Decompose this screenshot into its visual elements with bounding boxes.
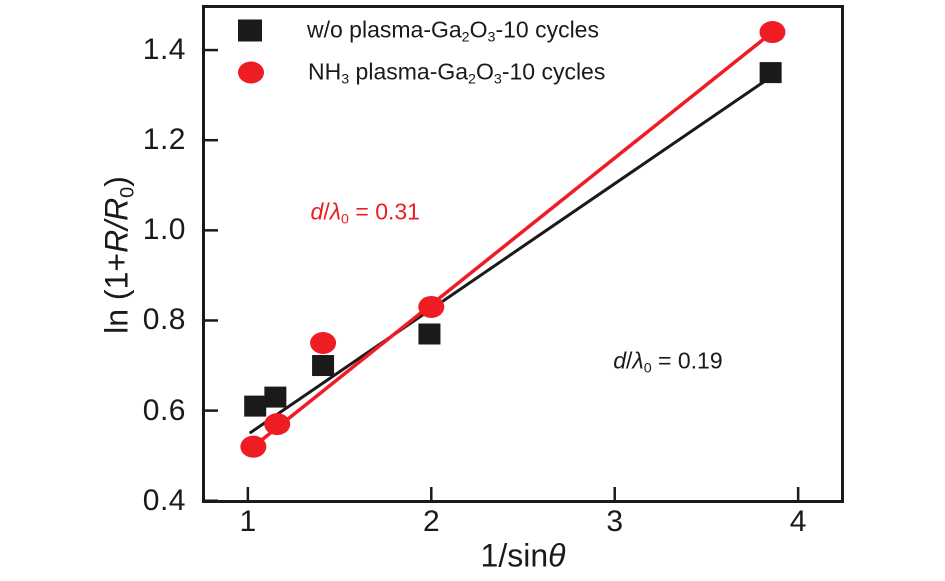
text-fragment: -10 cycles	[495, 16, 599, 43]
text-fragment: d	[310, 198, 324, 225]
x-tick-label: 4	[789, 505, 807, 538]
text-fragment: -10 cycles	[501, 58, 606, 85]
axes-frame	[202, 5, 844, 503]
text-fragment: 3	[487, 29, 496, 46]
data-point-circle	[418, 295, 445, 318]
text-fragment: 0	[341, 211, 349, 228]
text-fragment: O	[475, 58, 494, 85]
text-fragment: /	[625, 347, 633, 374]
data-point-square	[244, 395, 267, 417]
data-point-circle	[264, 413, 291, 436]
text-fragment: )	[98, 176, 135, 187]
y-tick-label: 0.4	[142, 483, 186, 517]
text-fragment: d	[613, 347, 626, 374]
data-point-circle	[310, 332, 337, 355]
text-fragment: θ	[548, 537, 566, 574]
text-fragment: O	[469, 16, 488, 43]
x-axis-label: 1/sinθ	[481, 538, 566, 575]
legend-item: w/o plasma-Ga2O3-10 cycles	[238, 16, 599, 46]
x-tick-label: 1	[239, 505, 257, 538]
legend-label: w/o plasma-Ga2O3-10 cycles	[307, 16, 599, 46]
data-point-square	[759, 62, 782, 84]
slope-annotation: d/λ0 = 0.19	[613, 347, 723, 377]
legend-item: NH3 plasma-Ga2O3-10 cycles	[238, 58, 606, 88]
data-point-square	[264, 386, 287, 408]
text-fragment: = 0.19	[651, 347, 723, 374]
x-tick-label: 2	[422, 505, 440, 538]
text-fragment: 0	[643, 360, 652, 377]
x-tick-label: 3	[606, 505, 624, 538]
text-fragment: 2	[468, 71, 476, 88]
text-fragment: w/o plasma-Ga	[307, 16, 462, 43]
legend-marker-square-icon	[238, 19, 262, 41]
text-fragment: λ	[329, 198, 342, 225]
y-tick-label: 1.0	[142, 213, 186, 247]
text-fragment: 2	[461, 29, 470, 46]
plot-canvas	[202, 5, 844, 503]
data-point-square	[418, 323, 441, 345]
y-tick-label: 0.8	[142, 303, 186, 337]
legend-marker-circle-icon	[238, 61, 264, 83]
fit-line-square	[248, 75, 772, 435]
slope-annotation: d/λ0 = 0.31	[310, 198, 420, 228]
fit-line-circle	[252, 30, 774, 449]
y-tick-label: 1.2	[142, 123, 186, 157]
text-fragment: NH	[308, 58, 342, 85]
text-fragment: plasma-Ga	[349, 58, 469, 85]
text-fragment: = 0.31	[348, 198, 420, 225]
text-fragment: 1/sin	[480, 537, 549, 574]
text-fragment: 3	[493, 71, 502, 88]
plot-area	[202, 5, 844, 503]
text-fragment: /	[323, 198, 330, 225]
text-fragment: 0	[116, 186, 139, 198]
text-fragment: 3	[341, 71, 350, 88]
y-tick-label: 1.4	[142, 33, 186, 67]
data-point-square	[312, 355, 335, 377]
y-tick-label: 0.6	[142, 393, 186, 427]
data-point-circle	[759, 21, 786, 44]
legend-label: NH3 plasma-Ga2O3-10 cycles	[308, 58, 606, 88]
data-point-circle	[240, 435, 267, 458]
text-fragment: λ	[632, 347, 644, 374]
